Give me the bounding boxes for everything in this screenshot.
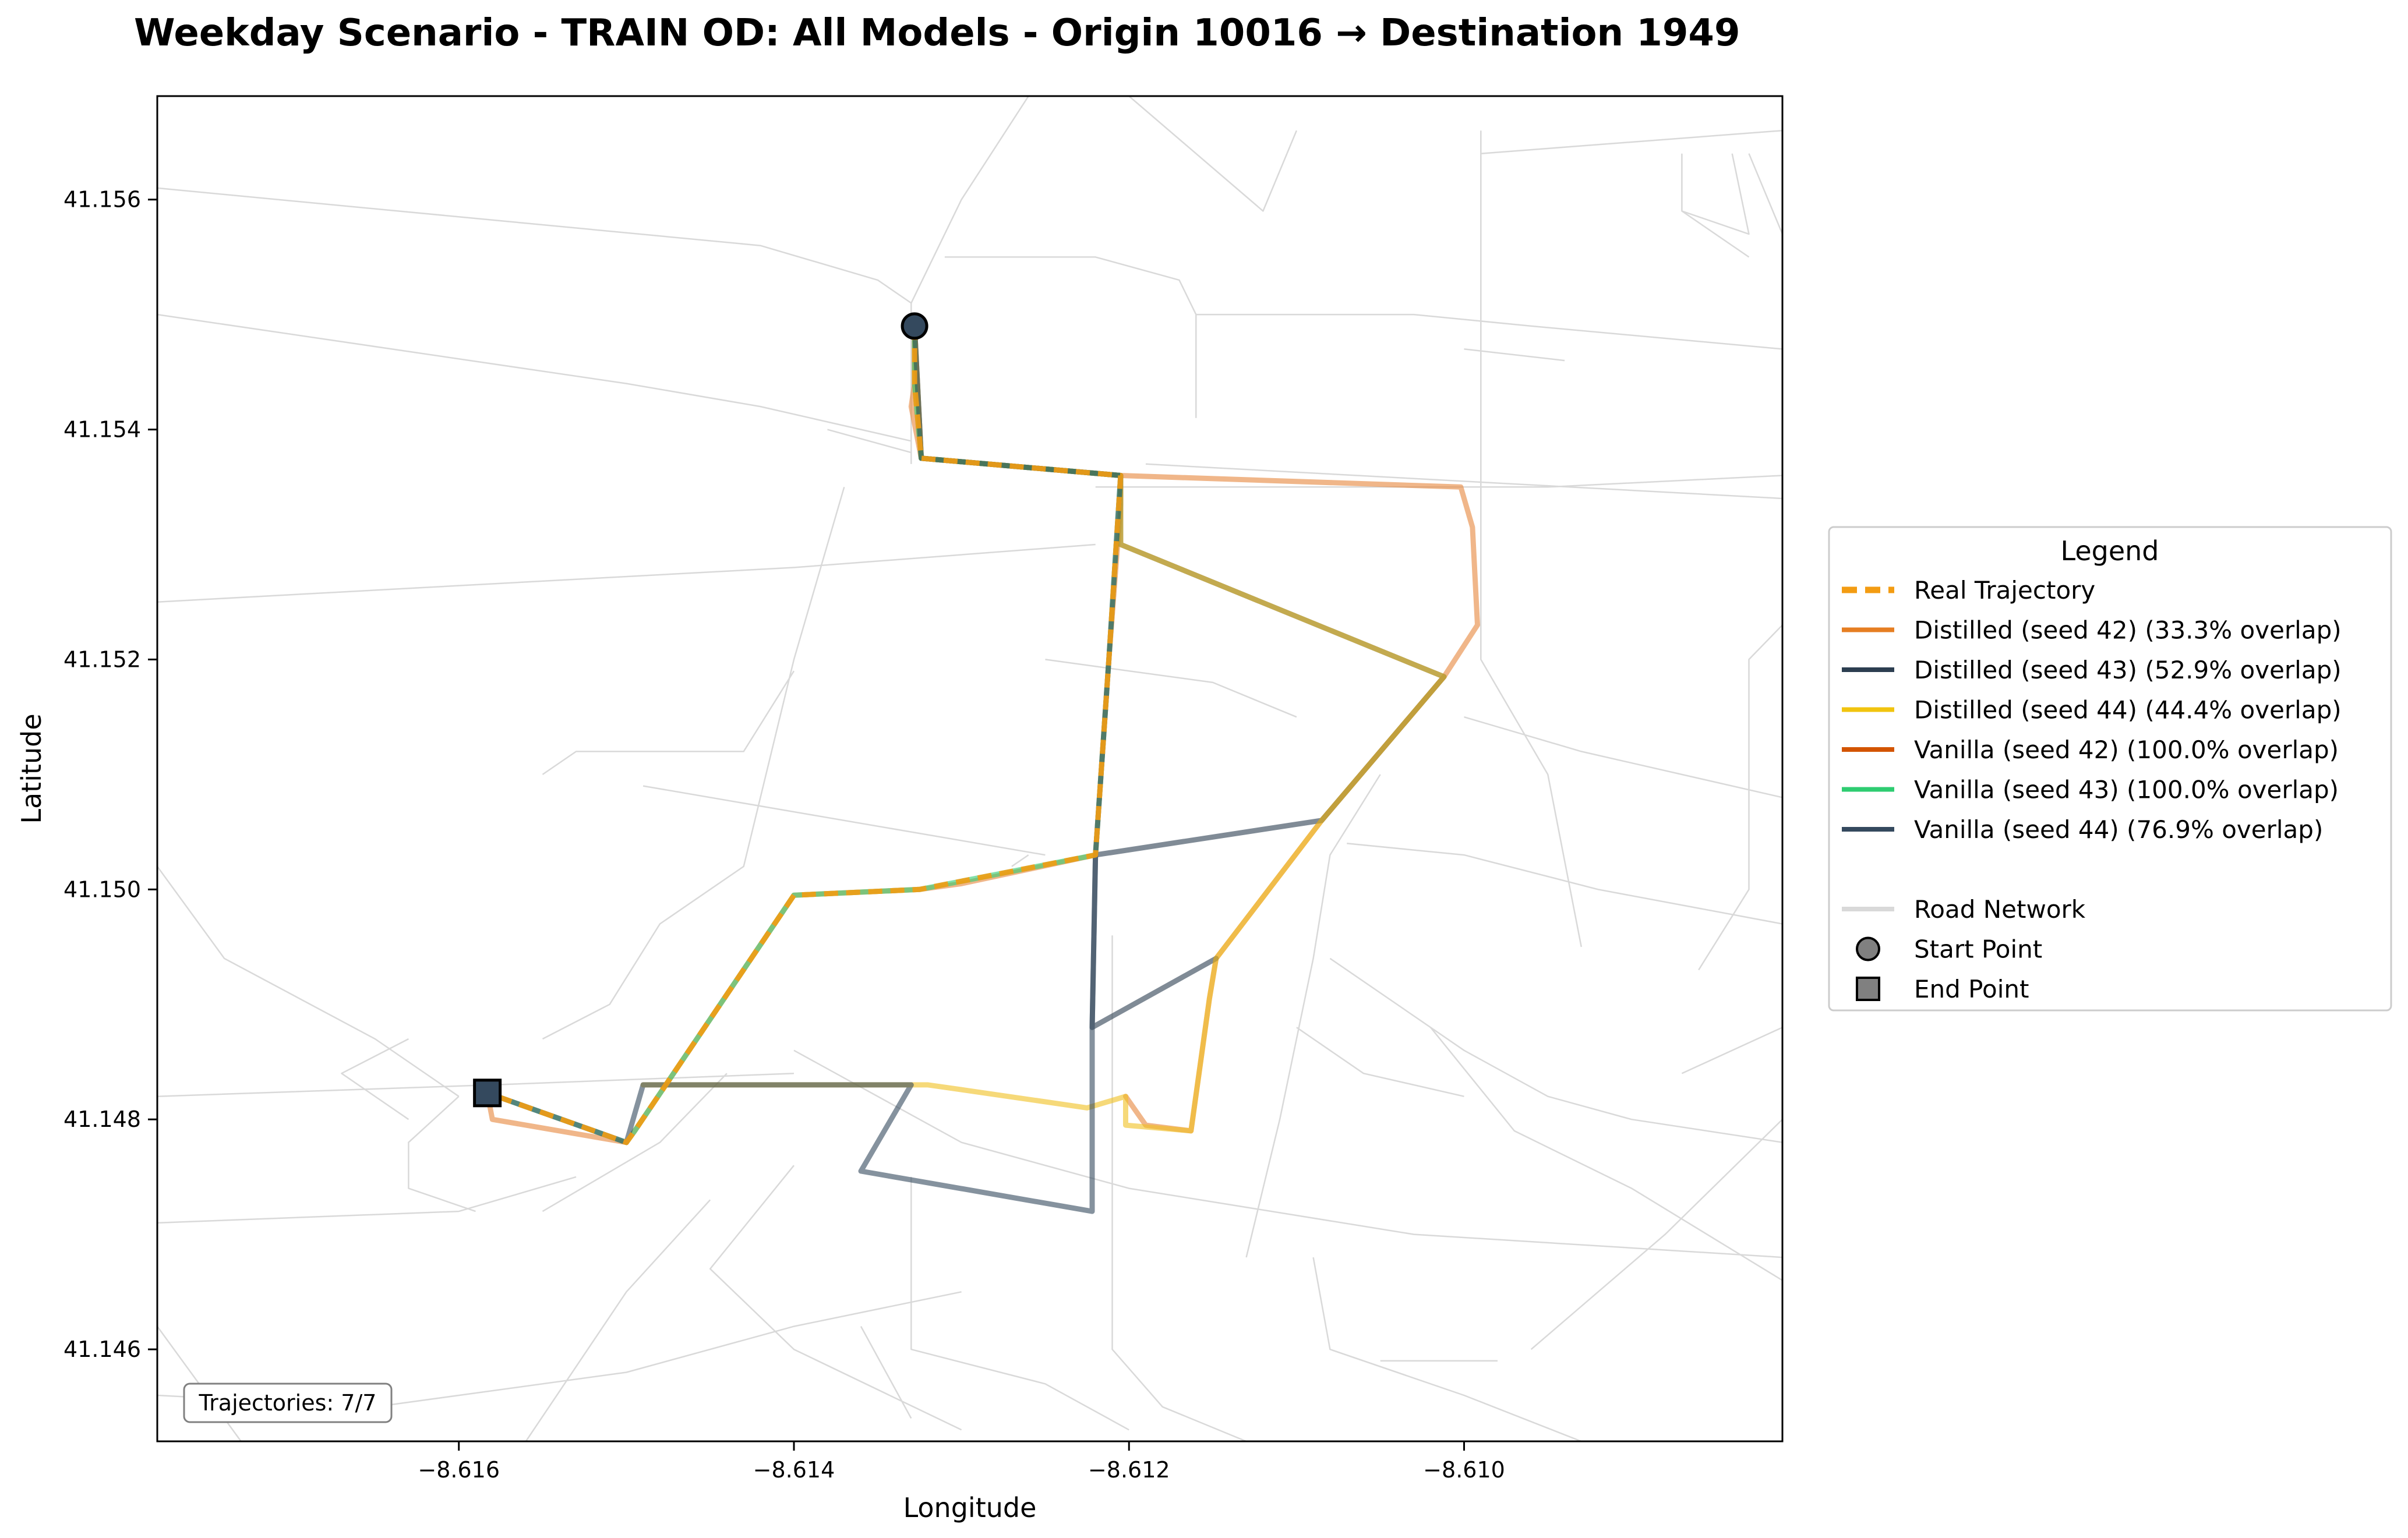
road-segment-36: [1698, 624, 1782, 971]
trajectory-line-6: [486, 326, 1124, 1145]
x-tick-label: −8.616: [418, 1457, 500, 1483]
road-segment-2: [157, 543, 1096, 603]
annotation-box: [183, 1383, 393, 1423]
road-segment-18: [341, 1038, 409, 1120]
trajectory-count-annotation: Trajectories: 7/7: [183, 1383, 393, 1423]
legend-label: Distilled (seed 43) (52.9% overlap): [1914, 656, 2342, 684]
legend-swatch: [1856, 936, 1880, 961]
legend-swatch: [1856, 977, 1880, 1001]
road-segment-26: [860, 1326, 912, 1419]
y-tick-label: 41.156: [63, 187, 141, 213]
road-segment-29: [1329, 957, 1782, 1143]
road-segment-10: [542, 486, 845, 1040]
chart-title: Weekday Scenario - TRAIN OD: All Models …: [134, 12, 1740, 55]
road-segment-25: [910, 1176, 1129, 1431]
y-tick-label: 41.146: [63, 1337, 141, 1362]
road-segment-4: [944, 256, 1197, 418]
legend-items: Real Trajectory Distilled (seed 42) (33.3…: [1842, 576, 2342, 1003]
legend-label: Distilled (seed 44) (44.4% overlap): [1914, 696, 2342, 724]
road-segment-3: [910, 96, 1029, 464]
trajectory-series-layer: [485, 323, 1480, 1214]
road-segment-16: [157, 1176, 577, 1224]
od-markers-layer: [473, 312, 928, 1108]
road-segment-37: [1681, 1027, 1782, 1074]
road-segment-40: [1748, 153, 1782, 235]
road-segment-30: [1430, 1027, 1782, 1281]
y-tick-label: 41.148: [63, 1106, 141, 1132]
y-axis-ticks: 41.146 41.148 41.150 41.152 41.154 41.156: [63, 187, 157, 1362]
y-tick-label: 41.150: [63, 876, 141, 902]
road-segment-8: [1095, 475, 1782, 488]
road-segment-19: [542, 1073, 728, 1212]
x-axis-ticks: −8.616 −8.614 −8.612 −8.610: [418, 1441, 1505, 1483]
legend: Legend Real Trajectory Distilled (seed 42…: [1828, 526, 2392, 1012]
road-segment-20: [525, 1199, 711, 1441]
road-segment-1: [157, 313, 912, 442]
road-segment-32: [1312, 1257, 1582, 1441]
road-segment-42: [1464, 348, 1565, 362]
road-segment-0: [157, 187, 912, 304]
road-segment-41: [1481, 129, 1782, 154]
road-segment-11: [542, 670, 795, 775]
legend-label: Start Point: [1914, 935, 2042, 964]
road-segment-17: [408, 1095, 476, 1212]
legend-frame: [1828, 526, 2392, 1012]
legend-label: Real Trajectory: [1914, 576, 2095, 604]
road-segment-31: [1530, 1119, 1782, 1350]
legend-label: End Point: [1914, 975, 2029, 1003]
legend-label: Vanilla (seed 42) (100.0% overlap): [1914, 736, 2339, 764]
legend-title: Legend: [2061, 535, 2159, 567]
road-segment-34: [1347, 843, 1782, 925]
road-segment-35: [1464, 716, 1782, 798]
road-segment-43: [1296, 1027, 1464, 1097]
legend-label: Distilled (seed 42) (33.3% overlap): [1914, 616, 2342, 645]
road-network-layer: [157, 96, 1782, 1441]
end-point-marker: [473, 1079, 502, 1108]
road-segment-12: [642, 785, 1046, 856]
y-tick-label: 41.154: [63, 417, 141, 443]
x-tick-label: −8.612: [1088, 1457, 1170, 1483]
road-segment-7: [1128, 96, 1298, 212]
road-segment-9: [1145, 463, 1782, 500]
x-tick-label: −8.610: [1423, 1457, 1505, 1483]
road-segment-5: [1196, 313, 1782, 350]
plot-frame: [156, 95, 1784, 1442]
plot-area: [157, 96, 1782, 1441]
annotation-text: Trajectories: 7/7: [199, 1390, 377, 1416]
x-tick-label: −8.614: [753, 1457, 835, 1483]
x-axis-label: Longitude: [903, 1492, 1037, 1523]
road-segment-21: [793, 1049, 1782, 1258]
road-segment-13: [1011, 854, 1029, 867]
legend-label: Vanilla (seed 44) (76.9% overlap): [1914, 815, 2323, 844]
road-segment-44: [1045, 659, 1297, 718]
y-axis-label: Latitude: [16, 713, 47, 823]
start-point-marker: [901, 312, 928, 340]
road-segment-22: [709, 1165, 962, 1431]
road-segment-6: [1480, 130, 1583, 947]
y-tick-label: 41.152: [63, 646, 141, 672]
road-segment-27: [1111, 935, 1247, 1441]
legend-label: Road Network: [1914, 895, 2086, 924]
road-segment-14: [157, 866, 460, 1097]
road-segment-45: [827, 429, 912, 454]
legend-label: Vanilla (seed 43) (100.0% overlap): [1914, 776, 2339, 804]
road-segment-28: [1245, 774, 1381, 1258]
road-segment-38: [1681, 153, 1750, 235]
road-segment-39: [1681, 210, 1750, 258]
